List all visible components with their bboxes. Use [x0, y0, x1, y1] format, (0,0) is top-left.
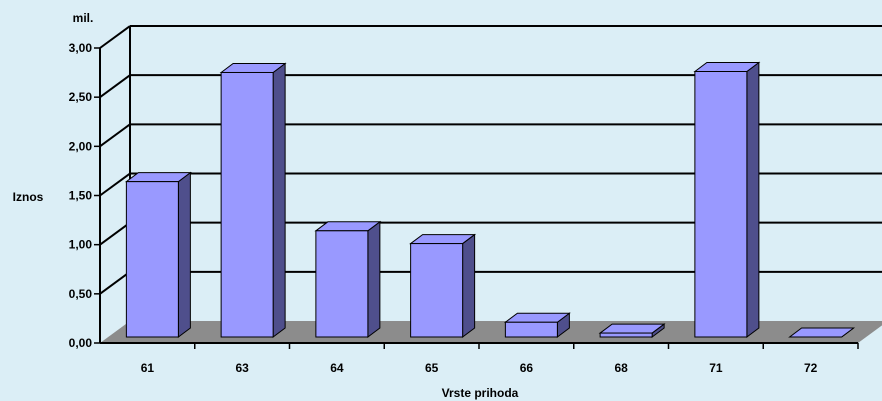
bar	[598, 323, 666, 338]
x-axis-title: Vrste prihoda	[442, 386, 519, 400]
gridline	[99, 270, 882, 295]
bar	[124, 171, 192, 338]
bar	[788, 327, 856, 338]
gridline	[99, 74, 882, 98]
chart-floor	[100, 321, 882, 343]
x-tick-label: 65	[425, 361, 439, 375]
y-tick-label: 1,50	[69, 189, 93, 203]
y-tick-label: 0,00	[69, 336, 93, 350]
y-tick-labels: 0,00 0,50 1,00 1,50 2,00 2,50 3,00	[69, 41, 93, 350]
y-axis-unit-label: mil.	[73, 11, 94, 25]
x-tick-label: 66	[520, 361, 534, 375]
gridline	[99, 172, 882, 197]
gridline	[99, 25, 882, 49]
x-tick-label: 63	[235, 361, 249, 375]
x-tick-labels: 61 63 64 65 66 68 71 72	[141, 361, 818, 375]
gridlines	[99, 25, 882, 321]
gridline	[99, 123, 882, 148]
bar	[409, 233, 477, 338]
bar	[314, 220, 382, 338]
axes	[94, 47, 859, 349]
x-tick-label: 64	[330, 361, 344, 375]
x-tick-label: 61	[141, 361, 155, 375]
x-tick-label: 72	[804, 361, 818, 375]
bar	[693, 61, 761, 338]
y-tick-label: 2,50	[69, 90, 93, 104]
x-tick-label: 71	[709, 361, 723, 375]
gridline	[99, 221, 882, 246]
x-tick-label: 68	[614, 361, 628, 375]
y-tick-label: 1,00	[69, 238, 93, 252]
y-tick-label: 2,00	[69, 139, 93, 153]
bars	[124, 61, 856, 338]
bar	[219, 62, 287, 338]
bar	[503, 312, 571, 338]
y-tick-label: 0,50	[69, 287, 93, 301]
y-tick-label: 3,00	[69, 41, 93, 55]
y-axis-title: Iznos	[13, 190, 44, 204]
